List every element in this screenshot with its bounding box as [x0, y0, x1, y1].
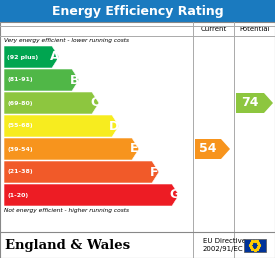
Text: (39-54): (39-54) — [7, 147, 33, 151]
Polygon shape — [4, 92, 99, 114]
Text: EU Directive
2002/91/EC: EU Directive 2002/91/EC — [203, 238, 246, 252]
Text: Energy Efficiency Rating: Energy Efficiency Rating — [52, 4, 223, 18]
Text: Very energy efficient - lower running costs: Very energy efficient - lower running co… — [4, 38, 129, 43]
Text: D: D — [109, 119, 120, 133]
Text: Current: Current — [200, 26, 227, 32]
Polygon shape — [4, 184, 179, 206]
Text: England & Wales: England & Wales — [5, 238, 130, 252]
Polygon shape — [4, 69, 79, 91]
Polygon shape — [195, 139, 230, 159]
Text: 54: 54 — [199, 142, 217, 156]
Text: B: B — [70, 74, 79, 86]
Polygon shape — [236, 93, 273, 113]
Text: A: A — [50, 51, 59, 63]
Text: C: C — [90, 96, 99, 109]
Text: Not energy efficient - higher running costs: Not energy efficient - higher running co… — [4, 208, 129, 213]
Polygon shape — [4, 138, 139, 160]
Bar — [0, 0, 275, 22]
Text: 74: 74 — [241, 96, 259, 109]
Polygon shape — [4, 161, 159, 183]
Text: F: F — [150, 165, 159, 179]
Text: (69-80): (69-80) — [7, 101, 32, 106]
Text: E: E — [130, 142, 139, 156]
Polygon shape — [4, 115, 119, 137]
Text: (55-68): (55-68) — [7, 124, 33, 128]
Polygon shape — [4, 46, 59, 68]
Text: (21-38): (21-38) — [7, 170, 33, 174]
Text: (81-91): (81-91) — [7, 77, 33, 83]
Bar — [243, 238, 265, 252]
Text: (1-20): (1-20) — [7, 192, 28, 198]
Text: (92 plus): (92 plus) — [7, 54, 38, 60]
Text: Potential: Potential — [239, 26, 270, 32]
Text: G: G — [169, 189, 180, 201]
